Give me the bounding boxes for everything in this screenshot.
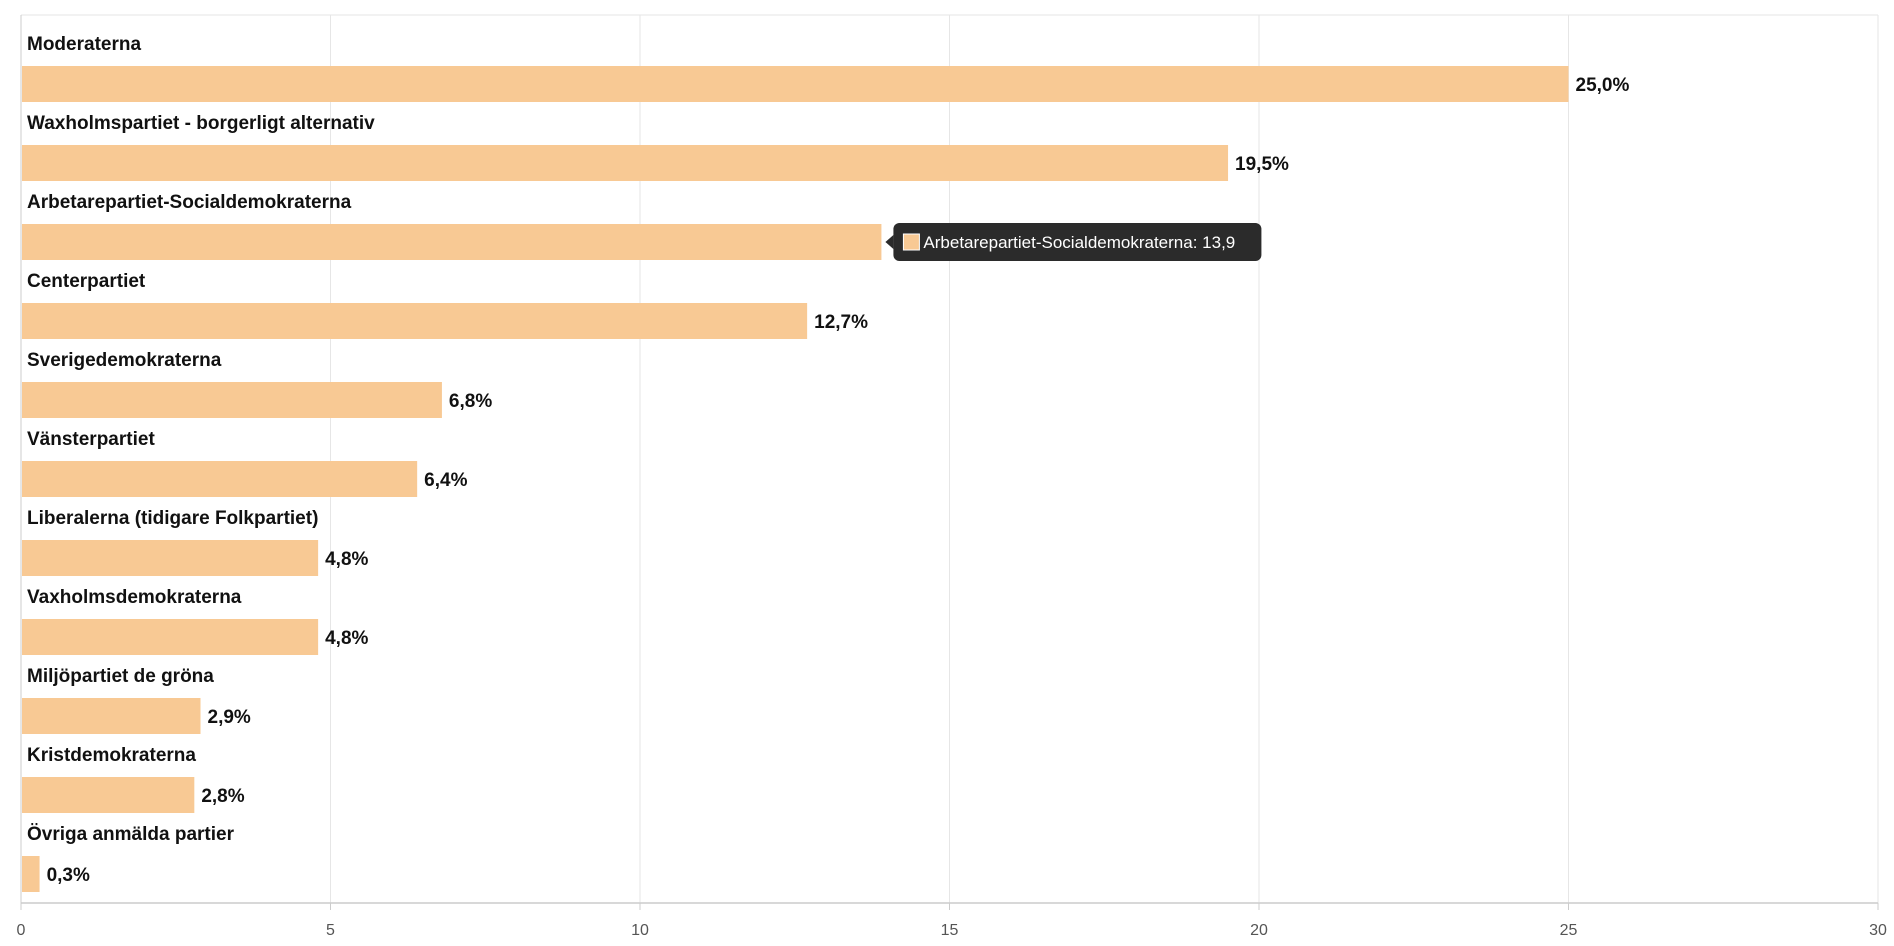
data-label: 4,8%: [325, 549, 368, 570]
x-axis: 0 5 10 15 20 25 30: [17, 902, 1887, 939]
tooltip-text: Arbetarepartiet-Socialdemokraterna: 13,9: [923, 233, 1235, 252]
tooltip-box: [893, 223, 1262, 261]
bar[interactable]: [22, 777, 195, 813]
bar[interactable]: [22, 382, 442, 418]
bar[interactable]: [22, 619, 319, 655]
x-tick-label: 30: [1869, 922, 1887, 939]
x-tick-label: 5: [326, 922, 335, 939]
category-label: Arbetarepartiet-Socialdemokraterna: [27, 192, 352, 213]
category-label: Vänsterpartiet: [27, 429, 155, 450]
data-label: 4,8%: [325, 628, 368, 649]
data-label: 2,9%: [208, 707, 251, 728]
data-label: 6,8%: [449, 391, 492, 412]
tooltip: Arbetarepartiet-Socialdemokraterna: 13,9: [885, 223, 1262, 261]
tooltip-pointer: [885, 235, 894, 249]
bar[interactable]: [22, 856, 40, 892]
bar[interactable]: [22, 461, 418, 497]
x-tick-label: 20: [1250, 922, 1268, 939]
category-label: Waxholmspartiet - borgerligt alternativ: [27, 113, 375, 134]
bar[interactable]: [22, 540, 319, 576]
data-label: 2,8%: [201, 786, 244, 807]
category-label: Centerpartiet: [27, 271, 146, 292]
x-tick-label: 10: [631, 922, 649, 939]
data-label: 19,5%: [1235, 154, 1289, 175]
x-tick-label: 0: [17, 922, 26, 939]
x-tick-label: 15: [941, 922, 959, 939]
data-label: 12,7%: [814, 312, 868, 333]
category-label: Vaxholmsdemokraterna: [27, 587, 242, 608]
category-label: Miljöpartiet de gröna: [27, 666, 214, 687]
bar[interactable]: [22, 224, 882, 260]
category-label: Övriga anmälda partier: [27, 824, 235, 845]
bar[interactable]: [22, 145, 1229, 181]
bars-layer: Moderaterna 25,0% Waxholmspartiet - borger…: [22, 34, 1629, 892]
bar[interactable]: [22, 698, 201, 734]
data-label: 0,3%: [47, 865, 90, 886]
bar[interactable]: [22, 303, 808, 339]
category-label: Sverigedemokraterna: [27, 350, 222, 371]
category-label: Moderaterna: [27, 34, 141, 55]
bar[interactable]: [22, 66, 1569, 102]
x-tick-label: 25: [1560, 922, 1578, 939]
tooltip-swatch: [902, 233, 920, 251]
category-label: Liberalerna (tidigare Folkpartiet): [27, 508, 318, 529]
data-label: 25,0%: [1576, 75, 1630, 96]
category-label: Kristdemokraterna: [27, 745, 196, 766]
data-label: 6,4%: [424, 470, 467, 491]
